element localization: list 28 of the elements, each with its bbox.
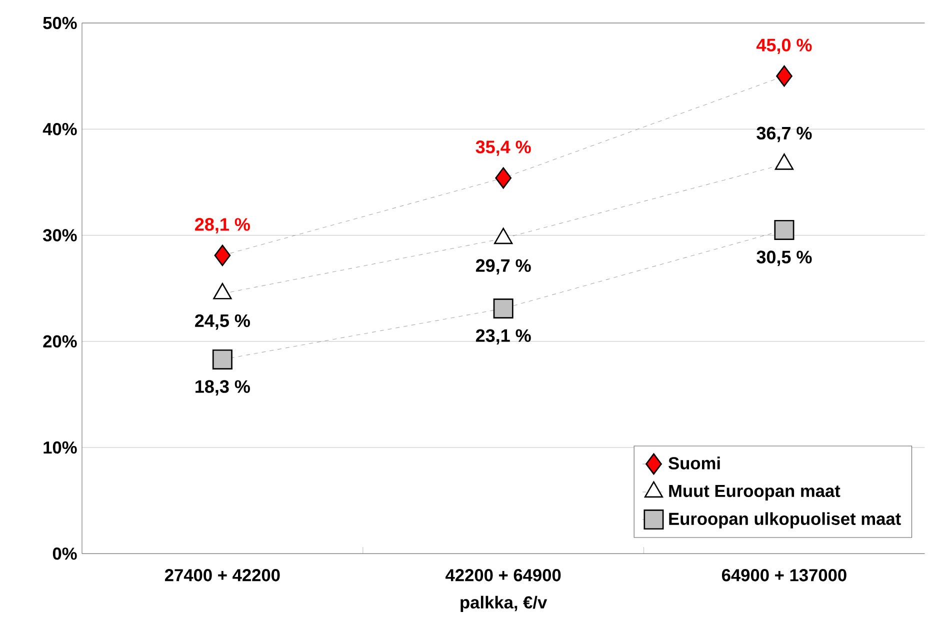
data-label: 18,3 % — [196, 380, 250, 396]
x-tick-label: 42200 + 64900 — [446, 569, 561, 582]
data-label: 30,5 % — [756, 250, 812, 266]
point — [212, 349, 232, 370]
data-label: 36,7 % — [756, 126, 812, 142]
point — [214, 244, 231, 266]
data-label: 29,7 % — [476, 259, 531, 275]
point — [776, 65, 792, 87]
data-label: 24,5 % — [195, 314, 250, 330]
legend-label: Suomi — [668, 456, 720, 470]
y-tick-label: 30% — [42, 229, 77, 242]
point — [493, 298, 514, 319]
x-tick-label: 27400 + 42200 — [164, 569, 280, 582]
x-tick-label: 64900 + 137000 — [722, 569, 846, 582]
y-tick-label: 0% — [52, 548, 77, 560]
y-tick-label: 50% — [43, 16, 77, 30]
data-label: 23,1 % — [476, 329, 531, 345]
data-label: 28,1 % — [195, 218, 250, 234]
point — [495, 167, 512, 189]
legend-label: Muut Euroopan maat — [669, 485, 840, 501]
point — [774, 220, 794, 240]
y-tick-label: 10% — [44, 441, 77, 454]
data-label: 35,4 % — [476, 140, 531, 156]
y-tick-label: 20% — [43, 335, 77, 348]
legend-label: Euroopan ulkopuoliset maat — [669, 512, 901, 528]
data-label: 45,0 % — [756, 38, 812, 54]
y-tick-label: 40% — [42, 122, 77, 136]
x-axis-title: palkka, €/v — [460, 596, 548, 612]
